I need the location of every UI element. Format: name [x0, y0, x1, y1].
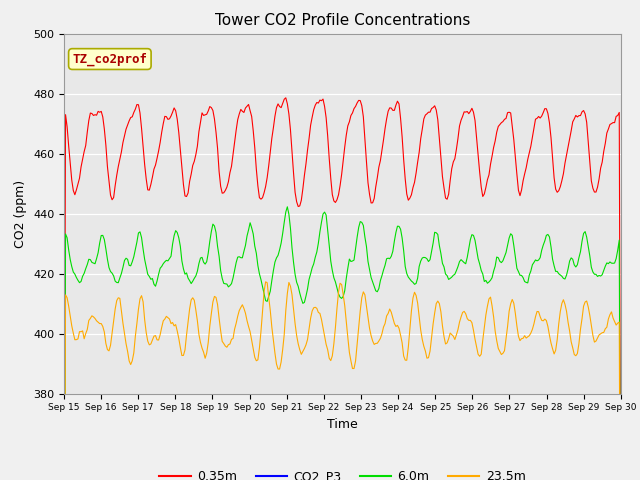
- 23.5m: [226, 341, 234, 347]
- Legend: 0.35m, CO2_P3, 6.0m, 23.5m: 0.35m, CO2_P3, 6.0m, 23.5m: [154, 465, 531, 480]
- 6.0m: [244, 227, 252, 233]
- 6.0m: [588, 264, 595, 270]
- 6.0m: [284, 204, 291, 210]
- 23.5m: [254, 357, 262, 363]
- Text: TZ_co2prof: TZ_co2prof: [72, 52, 147, 66]
- 0.35m: [244, 102, 252, 108]
- 0.35m: [254, 183, 262, 189]
- 0.35m: [226, 170, 234, 176]
- Y-axis label: CO2 (ppm): CO2 (ppm): [15, 180, 28, 248]
- 23.5m: [262, 279, 269, 285]
- 6.0m: [129, 259, 136, 264]
- Title: Tower CO2 Profile Concentrations: Tower CO2 Profile Concentrations: [214, 13, 470, 28]
- Line: 6.0m: 6.0m: [64, 207, 621, 480]
- X-axis label: Time: Time: [327, 418, 358, 431]
- 23.5m: [244, 324, 252, 329]
- 23.5m: [129, 358, 136, 364]
- 6.0m: [226, 283, 234, 288]
- 0.35m: [129, 114, 136, 120]
- 6.0m: [254, 263, 262, 268]
- 6.0m: [305, 276, 313, 282]
- Line: 23.5m: 23.5m: [64, 282, 621, 480]
- 0.35m: [588, 178, 595, 184]
- 0.35m: [305, 136, 313, 142]
- 0.35m: [282, 95, 290, 101]
- 23.5m: [305, 326, 313, 332]
- 23.5m: [588, 322, 595, 328]
- Line: 0.35m: 0.35m: [64, 98, 621, 480]
